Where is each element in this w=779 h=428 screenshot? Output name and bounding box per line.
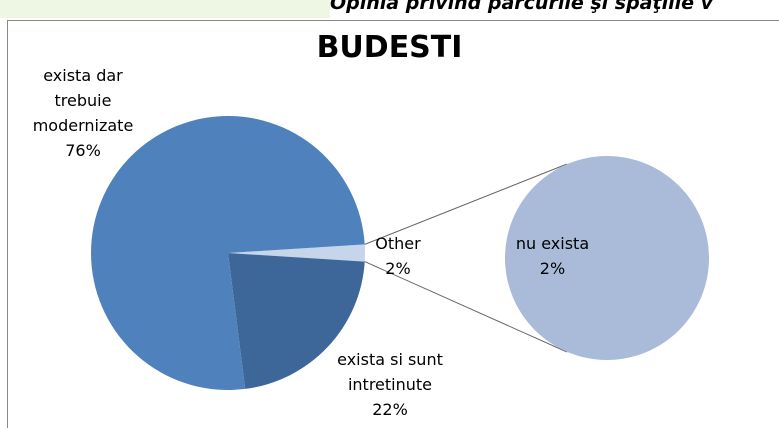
header-text: Opinia privind parcurile şi spaţiile v — [330, 0, 714, 14]
chart-title: BUDESTI — [316, 30, 463, 65]
header-band — [0, 0, 330, 18]
value-label: 2% — [539, 259, 566, 278]
value-label: 22% — [372, 400, 408, 419]
data-label: nu exista 2% — [500, 231, 605, 281]
category-label: exista si sunt intretinute — [337, 350, 443, 394]
data-label: exista si sunt intretinute 22% — [320, 347, 460, 422]
data-label: exista dar trebuie modernizate 76% — [23, 63, 143, 163]
value-label: 76% — [65, 141, 101, 160]
category-label: exista dar trebuie modernizate — [32, 66, 134, 135]
category-label: nu exista — [515, 234, 590, 253]
secondary-pie-slice — [505, 156, 709, 360]
data-label: Other 2% — [363, 231, 433, 281]
chart-frame — [7, 20, 779, 428]
value-label: 2% — [385, 259, 411, 278]
connector-line — [364, 261, 568, 353]
pie-slice — [90, 116, 365, 391]
pie-slice — [228, 253, 365, 389]
category-label: Other — [375, 234, 421, 253]
connector-line — [364, 163, 568, 245]
pie-slice — [228, 244, 365, 262]
